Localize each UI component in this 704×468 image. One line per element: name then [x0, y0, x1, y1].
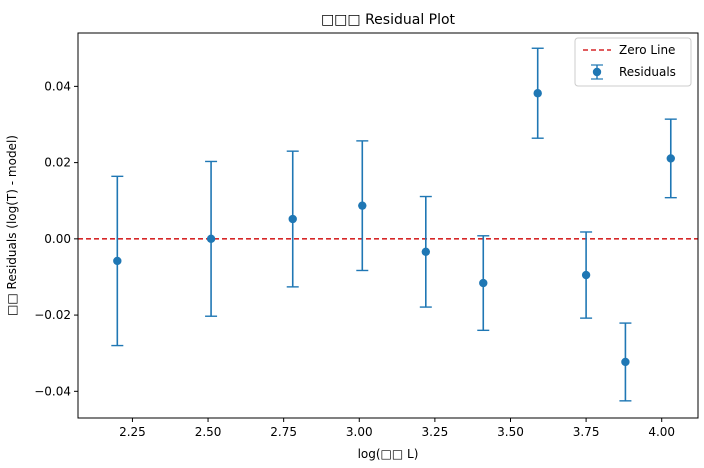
data-marker	[621, 357, 630, 367]
x-axis: 2.25 2.50 2.75 3.00 3.25 3.50 3.75 4.00	[119, 418, 675, 439]
residual-point	[619, 322, 632, 402]
legend-zero-line-label: Zero Line	[619, 43, 675, 57]
y-axis: −0.04 −0.02 0.00 0.02 0.04	[34, 79, 78, 398]
y-tick-label: −0.02	[34, 308, 71, 322]
data-marker	[113, 256, 122, 266]
data-marker	[206, 234, 216, 244]
residual-point	[477, 235, 490, 332]
data-marker	[421, 247, 431, 257]
x-tick-label: 3.75	[573, 425, 600, 439]
x-tick-label: 3.00	[346, 425, 373, 439]
y-tick-label: 0.04	[44, 79, 71, 93]
legend-residuals-label: Residuals	[619, 65, 676, 79]
residual-point	[664, 118, 677, 199]
residual-point	[531, 47, 544, 139]
data-marker	[533, 89, 542, 98]
x-tick-label: 2.75	[270, 425, 297, 439]
y-axis-label: □□ Residuals (log(T) - model)	[5, 135, 19, 316]
x-tick-label: 2.50	[195, 425, 222, 439]
data-marker	[358, 201, 367, 210]
chart-title: □□□ Residual Plot	[321, 12, 456, 28]
x-axis-label: log(□□ L)	[358, 447, 419, 461]
data-marker	[666, 154, 675, 163]
residual-point	[205, 160, 218, 317]
x-tick-label: 3.50	[497, 425, 524, 439]
data-marker	[581, 270, 591, 280]
y-tick-label: 0.00	[44, 232, 71, 246]
y-tick-label: −0.04	[34, 384, 71, 398]
y-tick-label: 0.02	[44, 156, 71, 170]
legend-residuals-swatch	[591, 64, 603, 80]
residual-point	[356, 140, 369, 272]
data-marker	[479, 278, 488, 288]
x-tick-label: 4.00	[648, 425, 675, 439]
residual-point	[111, 175, 124, 347]
x-tick-label: 2.25	[119, 425, 146, 439]
data-marker	[288, 214, 297, 224]
legend: Zero Line Residuals	[574, 37, 692, 87]
residual-point	[286, 150, 299, 288]
residual-point	[419, 195, 432, 308]
plot-area	[78, 47, 698, 402]
x-tick-label: 3.25	[422, 425, 449, 439]
axes-frame	[77, 32, 699, 419]
residual-point	[580, 231, 593, 319]
